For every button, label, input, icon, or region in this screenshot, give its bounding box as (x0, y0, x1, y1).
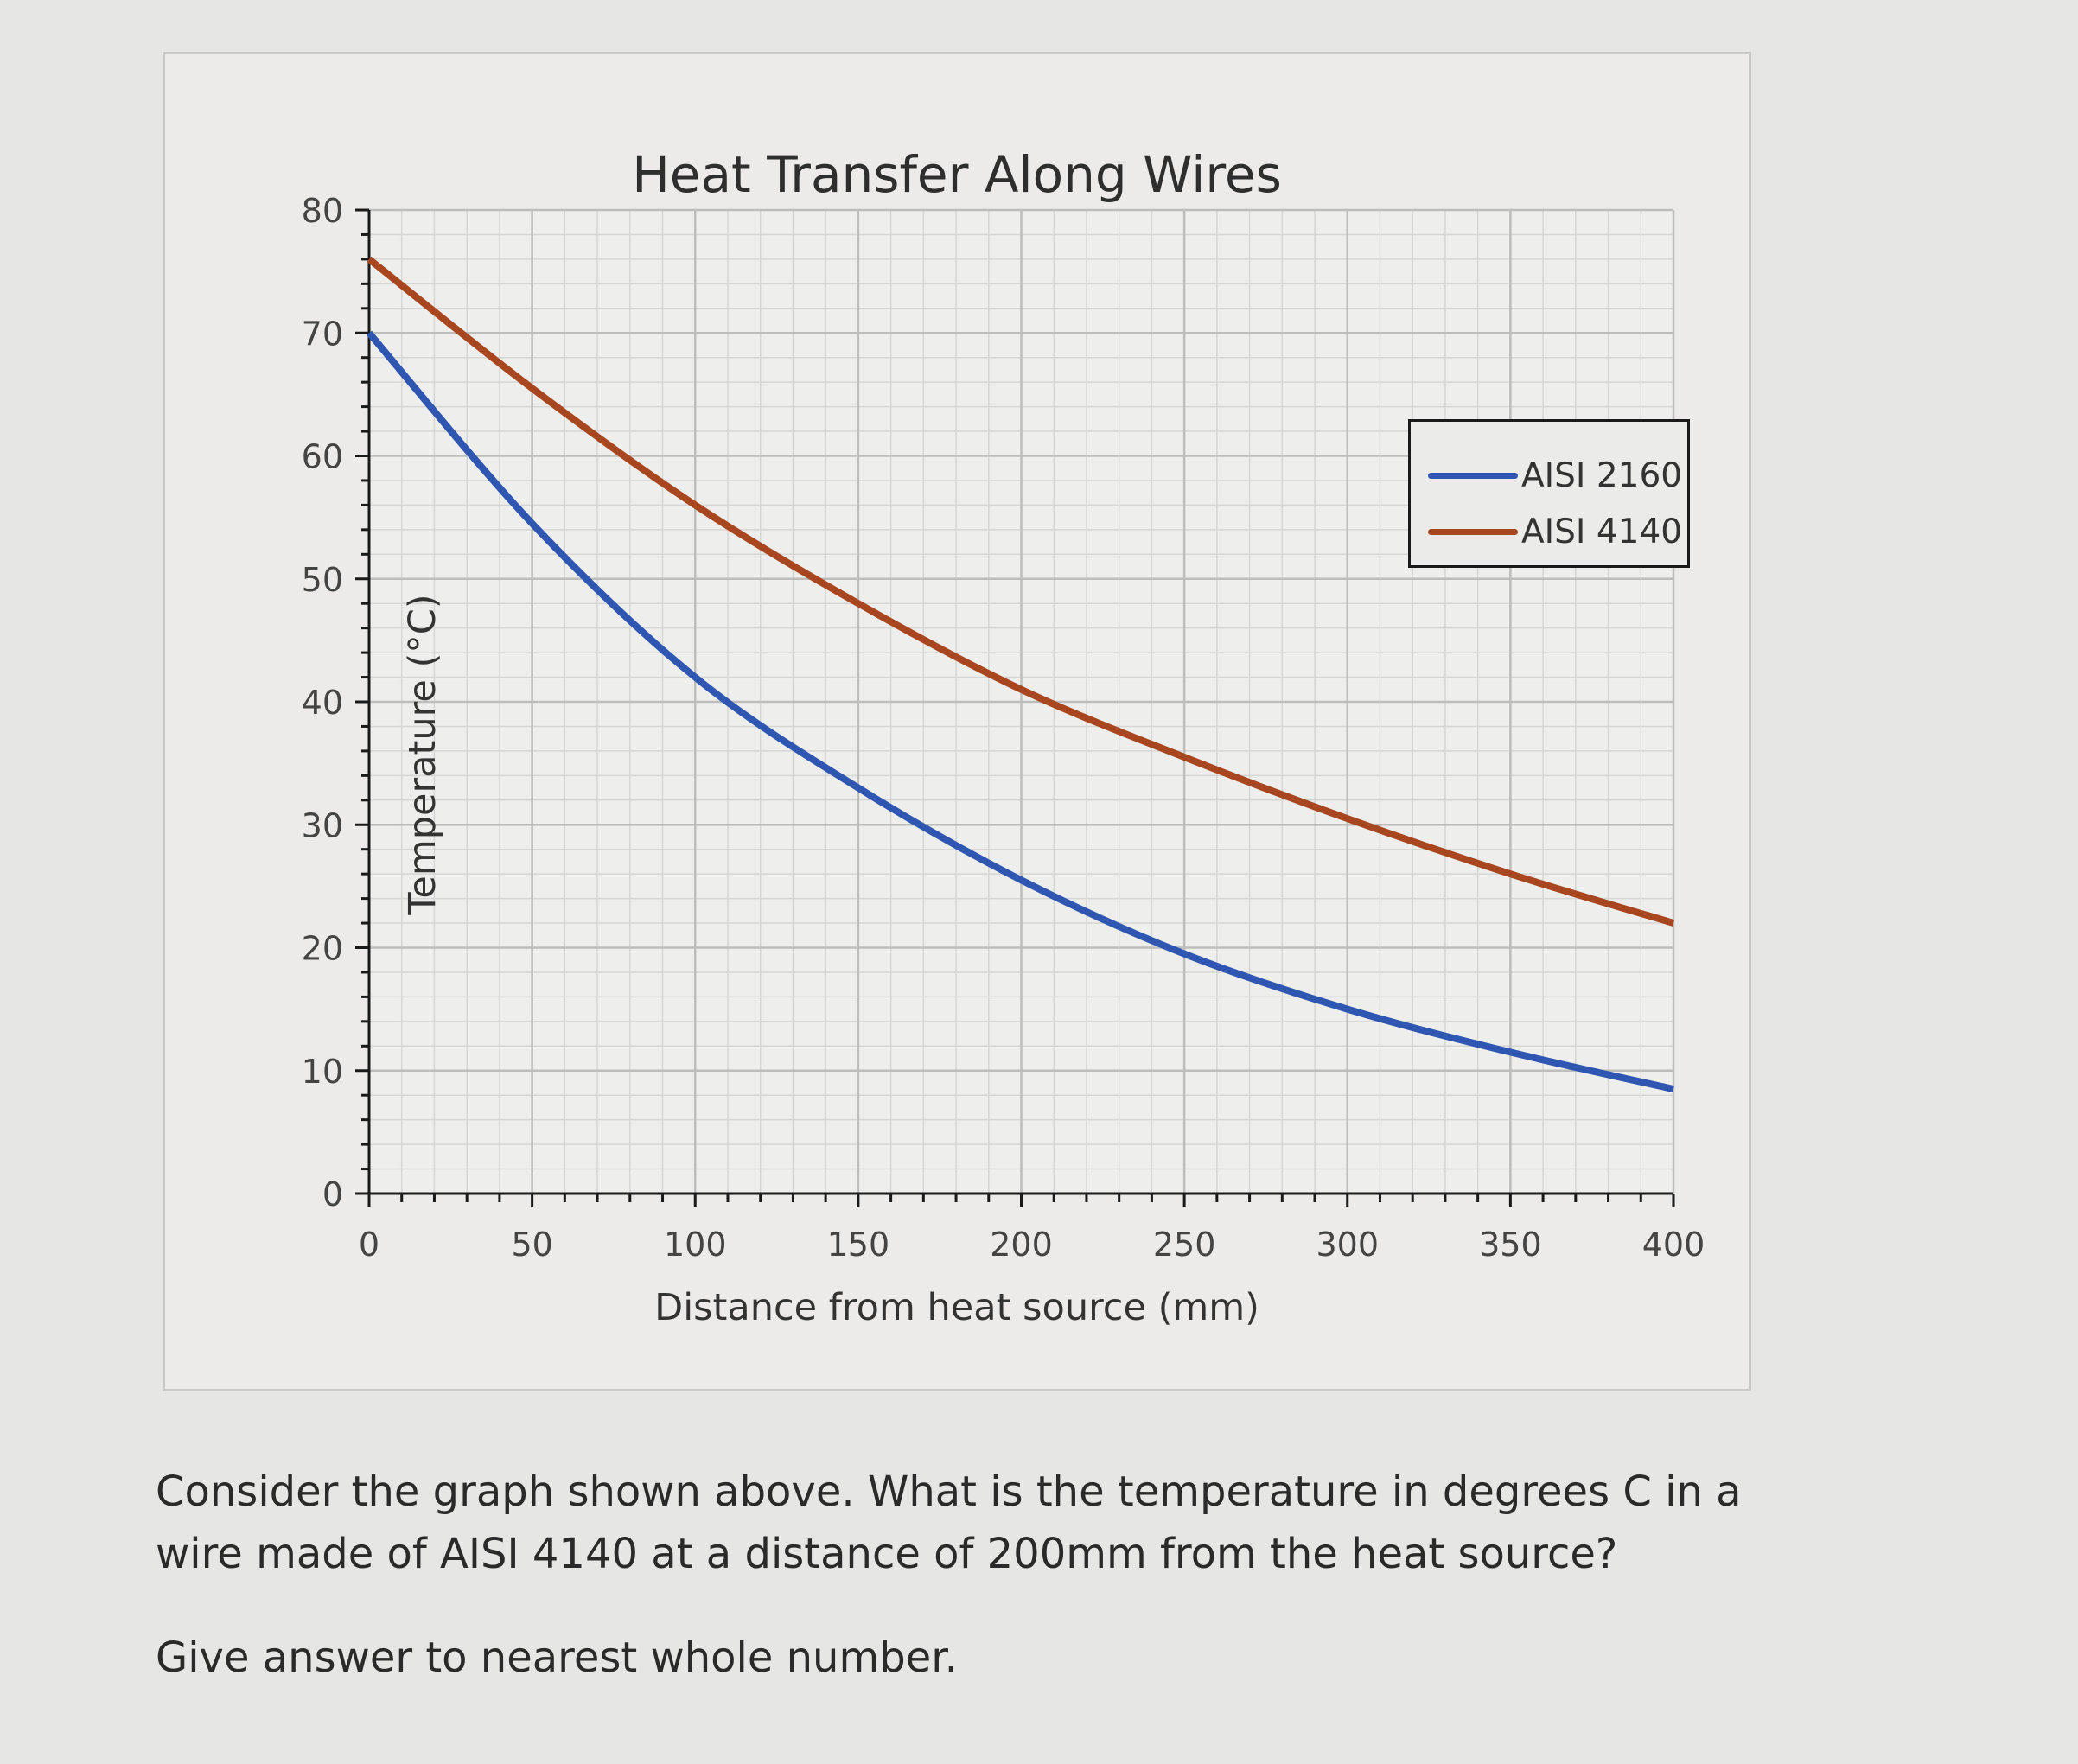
svg-text:70: 70 (302, 315, 343, 353)
plot-area: 0 10 20 30 40 50 60 70 80 0 50 100 150 200 250 300 350 40… (302, 192, 1705, 1264)
svg-text:350: 350 (1479, 1226, 1542, 1264)
y-axis-label: Temperature (°C) (401, 594, 444, 915)
instruction-note: Give answer to nearest whole number. (156, 1633, 958, 1682)
legend: AISI 2160 AISI 4140 (1408, 419, 1690, 568)
series-line-aisi-4140 (367, 256, 1675, 927)
svg-text:10: 10 (302, 1053, 343, 1091)
svg-text:150: 150 (827, 1226, 890, 1264)
x-axis-label: Distance from heat source (mm) (654, 1286, 1259, 1329)
svg-text:0: 0 (322, 1175, 343, 1213)
svg-text:200: 200 (990, 1226, 1053, 1264)
chart-frame: Heat Transfer Along Wires 0 10 20 30 40 50 60 7… (163, 52, 1751, 1391)
svg-text:60: 60 (302, 438, 343, 476)
chart-title: Heat Transfer Along Wires (632, 145, 1282, 204)
question-text: Consider the graph shown above. What is … (156, 1468, 1742, 1578)
svg-text:50: 50 (511, 1226, 552, 1264)
svg-text:300: 300 (1316, 1226, 1379, 1264)
svg-text:40: 40 (302, 684, 343, 722)
legend-item-aisi-4140: AISI 4140 (1428, 512, 1683, 551)
svg-text:250: 250 (1153, 1226, 1216, 1264)
legend-line-icon (1428, 528, 1518, 535)
svg-text:20: 20 (302, 930, 343, 968)
legend-line-icon (1428, 472, 1518, 479)
svg-text:50: 50 (302, 561, 343, 599)
legend-label: AISI 4140 (1521, 512, 1683, 551)
legend-item-aisi-2160: AISI 2160 (1428, 455, 1683, 495)
legend-label: AISI 2160 (1521, 455, 1683, 495)
svg-text:80: 80 (302, 192, 343, 230)
series-line-aisi-2160 (366, 330, 1674, 1092)
svg-text:30: 30 (302, 806, 343, 844)
svg-text:100: 100 (664, 1226, 727, 1264)
svg-text:0: 0 (359, 1226, 379, 1264)
svg-text:400: 400 (1642, 1226, 1705, 1264)
